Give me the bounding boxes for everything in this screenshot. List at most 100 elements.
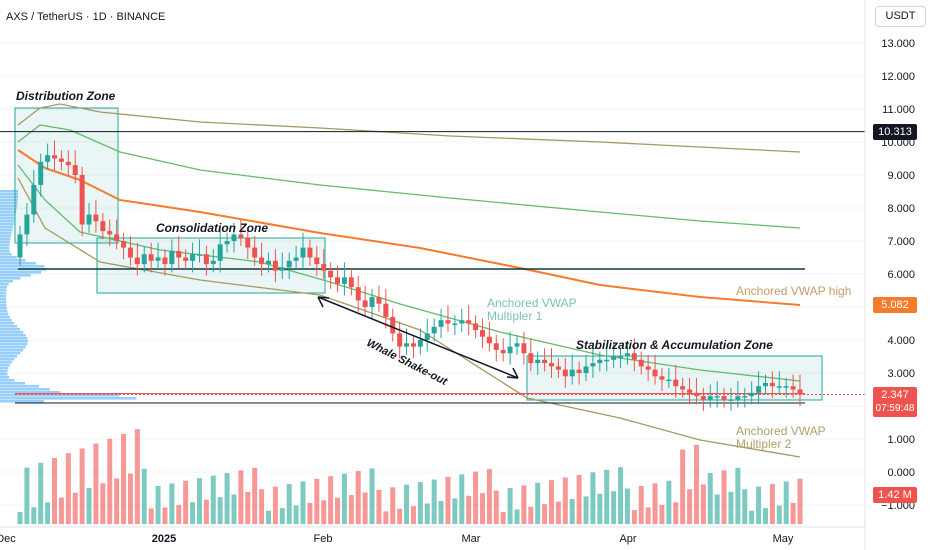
candle-body (176, 250, 182, 258)
candle-body (417, 340, 423, 347)
candle-body (231, 234, 237, 241)
volume-profile-bar (0, 271, 42, 274)
volume-profile-bar (0, 361, 12, 364)
volume-profile-bar (0, 298, 7, 301)
volume-profile-bar (0, 364, 10, 367)
volume-bar (555, 501, 561, 524)
candle-body (335, 277, 341, 284)
volume-bar (390, 487, 396, 524)
candle-body (797, 389, 803, 395)
candle-body (272, 260, 278, 271)
candle-body (376, 297, 382, 304)
volume-profile-bar (0, 352, 21, 355)
vwap-mult1-label-1: Anchored VWAP (487, 296, 577, 310)
y-tick-label: 9.000 (887, 170, 915, 182)
candle-body (397, 333, 403, 347)
arrow-head-end (506, 367, 519, 379)
volume-profile (0, 190, 137, 403)
candle-body (341, 277, 347, 284)
arrow-head-start (317, 296, 330, 308)
whale-arrow (317, 296, 519, 379)
volume-bar (183, 480, 189, 524)
grid (0, 42, 865, 506)
volume-bar (721, 470, 727, 524)
candle-body (355, 287, 361, 301)
volume-bar (735, 467, 741, 524)
candle-body (618, 356, 624, 358)
candle-body (224, 241, 230, 245)
volume-profile-bar (0, 250, 10, 253)
candle-body (314, 257, 320, 265)
candle-body (742, 396, 748, 398)
candle-body (728, 399, 734, 401)
volume-profile-bar (0, 367, 9, 370)
volume-bar (742, 489, 748, 524)
y-tick-label: 3.000 (887, 368, 915, 380)
volume-bar (52, 458, 58, 524)
volume-bar (797, 478, 803, 524)
volume-bar (424, 503, 430, 524)
volume-profile-bar (0, 292, 7, 295)
candle-body (31, 184, 37, 215)
volume-bars (17, 429, 803, 524)
volume-bar (328, 476, 334, 524)
candle-body (549, 363, 555, 367)
candle-body (514, 343, 520, 347)
candle-body (148, 254, 154, 261)
candle-body (293, 257, 299, 261)
volume-bar (479, 493, 485, 524)
volume-bar (645, 507, 651, 524)
volume-profile-bar (0, 190, 18, 193)
volume-profile-bar (0, 286, 7, 289)
x-tick-label: Apr (619, 533, 636, 545)
y-tick-label: 12.000 (881, 71, 915, 83)
volume-profile-bar (0, 382, 26, 385)
volume-bar (611, 491, 617, 524)
volume-bar (714, 494, 720, 524)
volume-bar (438, 500, 444, 524)
symbol-title[interactable]: AXS / TetherUS · 1D · BINANCE (6, 11, 166, 23)
lower-band-1 (17, 164, 801, 382)
volume-bar (252, 467, 258, 524)
y-tick-label: 0.000 (887, 467, 915, 479)
volume-bar (224, 473, 230, 524)
volume-profile-bar (0, 211, 17, 214)
volume-profile-bar (0, 220, 15, 223)
candle-body (762, 382, 768, 387)
volume-bar (769, 484, 775, 524)
volume-bar (410, 506, 416, 524)
candle-body (134, 257, 140, 265)
volume-bar (79, 448, 85, 524)
y-tick-label: 11.000 (882, 104, 915, 116)
volume-profile-bar (0, 202, 18, 205)
volume-profile-bar (0, 208, 17, 211)
candle-body (631, 353, 637, 360)
volume-bar (618, 467, 624, 524)
volume-profile-bar (0, 262, 36, 265)
volume-profile-bar (0, 370, 8, 373)
candle-body (65, 161, 71, 166)
volume-bar (107, 438, 113, 524)
volume-bar (217, 497, 223, 524)
volume-bar (749, 510, 755, 524)
volume-profile-bar (0, 331, 24, 334)
candle-body (438, 320, 444, 327)
volume-bar (307, 502, 313, 524)
volume-bar (397, 508, 403, 524)
volume-bar (507, 487, 513, 524)
currency-selector[interactable]: USDT (875, 6, 926, 27)
candle-body (783, 386, 789, 388)
volume-bar (783, 481, 789, 524)
y-tick-label: 7.000 (887, 236, 915, 248)
stabilization-zone-label: Stabilization & Accumulation Zone (576, 338, 773, 352)
volume-bar (466, 495, 472, 524)
volume-bar (341, 473, 347, 524)
volume-bar (176, 504, 182, 524)
volume-profile-bar (0, 301, 7, 304)
volume-bar (383, 511, 389, 524)
volume-bar (417, 482, 423, 524)
volume-profile-bar (0, 253, 12, 256)
candle-body (459, 320, 465, 324)
